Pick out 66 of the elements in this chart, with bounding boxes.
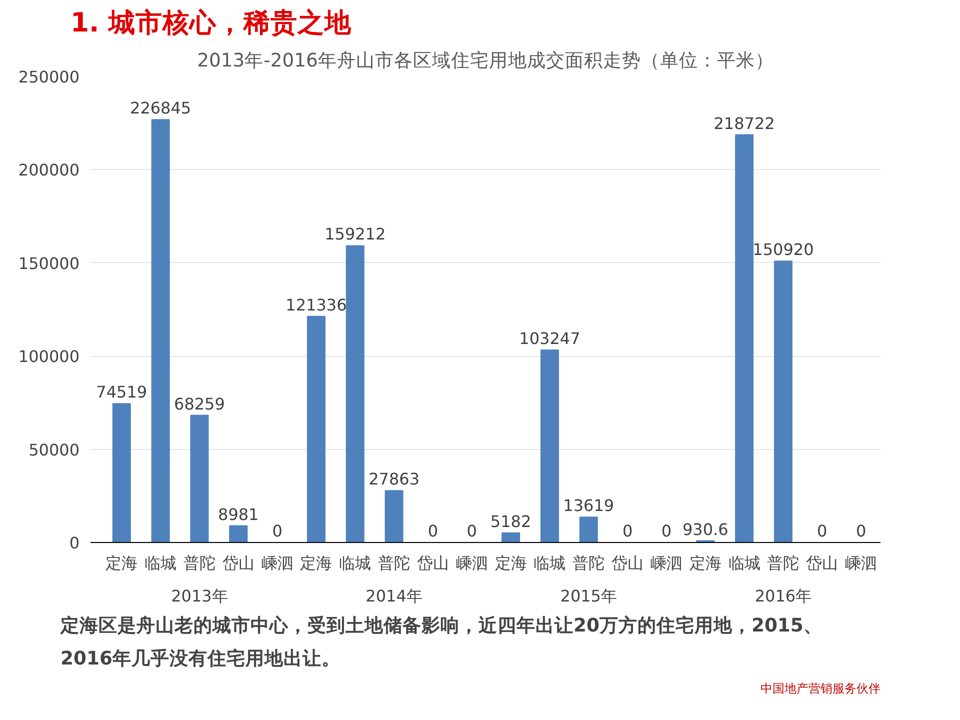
x-tick-label: 临城 — [144, 554, 177, 572]
x-tick-label: 普陀 — [767, 554, 800, 572]
x-tick-label: 嵊泗 — [456, 554, 488, 572]
x-tick-label: 普陀 — [378, 554, 410, 572]
bar — [774, 260, 792, 542]
data-label: 0 — [622, 522, 633, 540]
x-tick-label: 岱山 — [612, 554, 644, 572]
x-tick-label: 普陀 — [572, 554, 605, 572]
data-label: 74519 — [96, 382, 148, 402]
y-tick-label: 100000 — [18, 347, 80, 366]
x-tick-label: 岱山 — [416, 554, 449, 572]
x-tick-label: 定海 — [494, 554, 527, 572]
x-tick-label: 定海 — [300, 554, 332, 572]
x-tick-label: 嵊泗 — [845, 554, 878, 572]
data-label: 8981 — [218, 504, 259, 524]
x-tick-label: 定海 — [106, 554, 138, 572]
y-tick-label: 50000 — [28, 440, 80, 460]
data-label: 0 — [661, 522, 672, 540]
data-label: 150920 — [752, 240, 814, 260]
bar — [346, 245, 364, 542]
data-label: 218722 — [714, 114, 775, 133]
bar — [306, 316, 326, 542]
x-tick-label: 岱山 — [806, 554, 838, 572]
y-tick-label: 0 — [69, 534, 80, 552]
data-label: 159212 — [324, 224, 386, 244]
data-label: 0 — [428, 522, 438, 540]
bar — [190, 414, 209, 542]
data-label: 0 — [856, 522, 866, 540]
x-tick-label: 定海 — [689, 554, 722, 572]
data-label: 121336 — [286, 295, 347, 314]
bar — [229, 525, 248, 542]
data-label: 0 — [272, 522, 282, 540]
bar — [540, 350, 559, 542]
text: 2015年 — [560, 586, 617, 606]
bar — [735, 134, 754, 542]
data-label: 103247 — [519, 329, 580, 348]
text: 2013年 — [171, 586, 228, 606]
y-tick-label: 200000 — [18, 160, 80, 180]
text: 定海区是舟山老的城市中心，受到土地储备影响，近四年出让20万方的住宅用地，2015、2016年几乎没有住宅用地出让。 — [60, 614, 822, 670]
bar — [579, 516, 598, 542]
data-label: 5182 — [490, 512, 532, 531]
x-tick-label: 临城 — [339, 554, 372, 572]
x-tick-label: 普陀 — [183, 554, 216, 572]
y-tick-label: 150000 — [18, 254, 80, 273]
x-tick-label: 岱山 — [222, 554, 254, 572]
data-label: 226845 — [130, 98, 192, 118]
data-label: 0 — [466, 522, 477, 540]
bar — [151, 119, 170, 542]
x-tick-label: 临城 — [534, 554, 566, 572]
text: 中国地产营销服务伙伴 — [760, 682, 880, 696]
text: 2016年 — [754, 586, 812, 606]
text: 2014年 — [366, 586, 422, 606]
bar — [384, 490, 404, 542]
bar — [502, 532, 520, 542]
x-tick-label: 临城 — [728, 554, 760, 572]
data-label: 930.6 — [682, 520, 728, 539]
data-label: 13619 — [563, 496, 614, 516]
data-label: 68259 — [174, 394, 225, 414]
data-label: 0 — [817, 522, 828, 540]
bar — [112, 403, 131, 542]
chart-subtitle: 2013年-2016年舟山市各区域住宅用地成交面积走势（单位：平米） — [197, 50, 774, 72]
x-tick-label: 嵊泗 — [650, 554, 682, 572]
y-tick-label: 250000 — [18, 68, 80, 86]
chart-title: 1. 城市核心，稀贵之地 — [70, 8, 352, 38]
data-label: 27863 — [368, 470, 420, 489]
x-tick-label: 嵊泗 — [261, 554, 294, 572]
